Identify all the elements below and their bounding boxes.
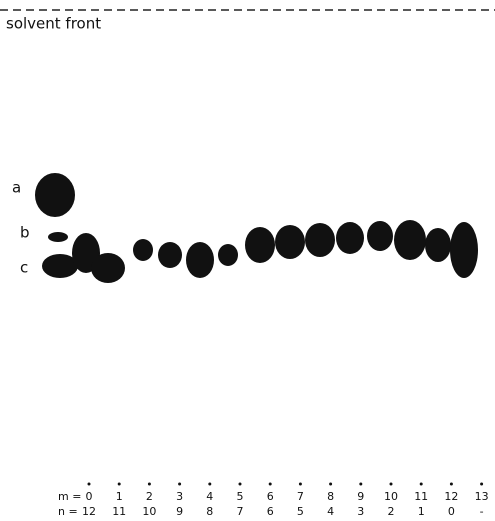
lane-label: 5: [237, 490, 244, 503]
origin-dot: [390, 483, 393, 486]
origin-dot: [208, 483, 211, 486]
row-label: n =: [58, 505, 78, 518]
lane-label: 5: [297, 505, 304, 518]
lane-label: 2: [146, 490, 153, 503]
origin-dot: [450, 483, 453, 486]
lane-label: 9: [357, 490, 364, 503]
lane-label: 3: [176, 490, 183, 503]
spots: [35, 173, 478, 283]
spot-label: a: [12, 179, 21, 197]
origin-dot: [299, 483, 302, 486]
origin-dot: [148, 483, 151, 486]
lane-label: 0: [86, 490, 93, 503]
origin-dot: [88, 483, 91, 486]
lane-label: 2: [388, 505, 395, 518]
lane-label: 13: [475, 490, 489, 503]
lane-label: 11: [112, 505, 126, 518]
lane-label: 1: [418, 505, 425, 518]
lane-label: 9: [176, 505, 183, 518]
origin-dot: [239, 483, 242, 486]
spot-label: c: [20, 259, 28, 277]
lane-label: 6: [267, 490, 274, 503]
lane-label: 7: [297, 490, 304, 503]
lane-label: -: [480, 505, 484, 518]
lane-label: 3: [357, 505, 364, 518]
chromatogram-figure: solvent front a b c m =01234567891011121…: [0, 0, 495, 521]
lane-label: 4: [206, 490, 213, 503]
lane-label: 6: [267, 505, 274, 518]
spot-label: b: [20, 224, 30, 242]
origin-dot: [420, 483, 423, 486]
lane-label: 12: [82, 505, 96, 518]
origin-dot: [118, 483, 121, 486]
lane-label: 11: [414, 490, 428, 503]
solvent-front-label: solvent front: [6, 15, 101, 33]
lane-label: 0: [448, 505, 455, 518]
lane-label: 4: [327, 505, 334, 518]
lane-label: 1: [116, 490, 123, 503]
origin-dot: [329, 483, 332, 486]
row-label: m =: [58, 490, 81, 503]
lane-label: 12: [444, 490, 458, 503]
origin-dot: [359, 483, 362, 486]
lane-label: 10: [384, 490, 398, 503]
origin-dot: [480, 483, 483, 486]
lane-label: 7: [237, 505, 244, 518]
lane-label: 8: [206, 505, 213, 518]
origin-dot: [178, 483, 181, 486]
origin-dot: [269, 483, 272, 486]
lane-label: 8: [327, 490, 334, 503]
lane-label: 10: [142, 505, 156, 518]
page: {"header": {"title": "solvent front"}, "…: [0, 0, 495, 521]
